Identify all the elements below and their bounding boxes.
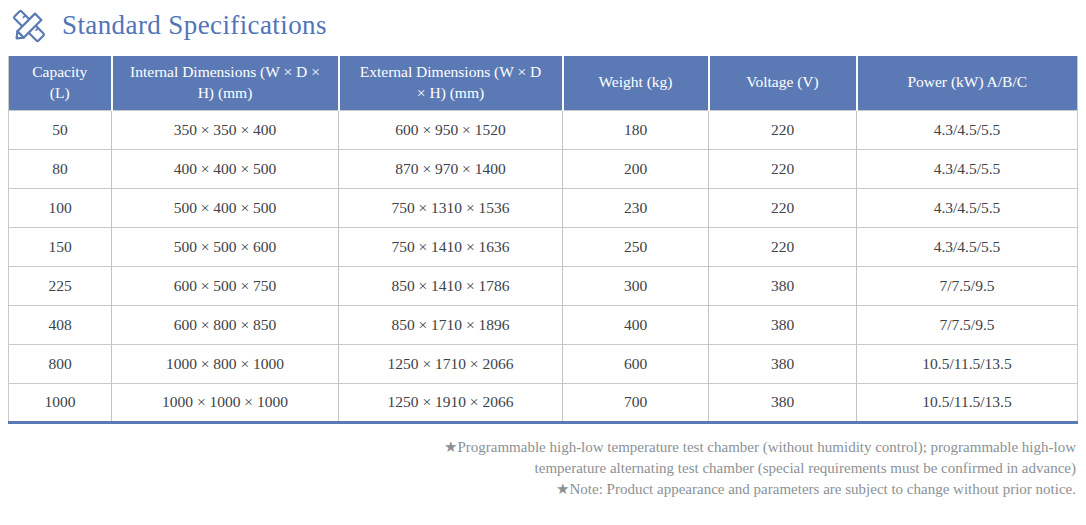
- cell-internal-dimensions: 600 × 500 × 750: [112, 266, 339, 305]
- table-row: 100 500 × 400 × 500 750 × 1310 × 1536 23…: [9, 188, 1078, 227]
- spec-table: Capacity (L) Internal Dimensions (W × D …: [8, 56, 1078, 424]
- cell-external-dimensions: 850 × 1410 × 1786: [339, 266, 563, 305]
- spec-table-body: 50 350 × 350 × 400 600 × 950 × 1520 180 …: [9, 110, 1078, 422]
- cell-weight: 300: [563, 266, 709, 305]
- cell-voltage: 220: [709, 188, 857, 227]
- table-row: 408 600 × 800 × 850 850 × 1710 × 1896 40…: [9, 305, 1078, 344]
- col-header-voltage: Voltage (V): [709, 56, 857, 110]
- cell-capacity: 50: [9, 110, 112, 149]
- cell-voltage: 220: [709, 227, 857, 266]
- spec-table-header: Capacity (L) Internal Dimensions (W × D …: [9, 56, 1078, 110]
- footnote-chamber-types: ★Programmable high-low temperature test …: [374, 437, 1076, 480]
- ruler-pencil-icon: [9, 6, 49, 46]
- cell-power: 10.5/11.5/13.5: [857, 344, 1078, 383]
- table-row: 225 600 × 500 × 750 850 × 1410 × 1786 30…: [9, 266, 1078, 305]
- cell-capacity: 408: [9, 305, 112, 344]
- cell-internal-dimensions: 1000 × 1000 × 1000: [112, 383, 339, 422]
- cell-capacity: 225: [9, 266, 112, 305]
- cell-power: 4.3/4.5/5.5: [857, 110, 1078, 149]
- cell-capacity: 80: [9, 149, 112, 188]
- cell-internal-dimensions: 600 × 800 × 850: [112, 305, 339, 344]
- col-header-capacity: Capacity (L): [9, 56, 112, 110]
- cell-voltage: 380: [709, 266, 857, 305]
- header-row: Capacity (L) Internal Dimensions (W × D …: [9, 56, 1078, 110]
- cell-internal-dimensions: 500 × 500 × 600: [112, 227, 339, 266]
- spec-sheet-page: { "page": { "title": "Standard Specifica…: [0, 0, 1086, 525]
- cell-power: 7/7.5/9.5: [857, 266, 1078, 305]
- section-title-bar: Standard Specifications: [0, 0, 1086, 46]
- cell-external-dimensions: 600 × 950 × 1520: [339, 110, 563, 149]
- cell-capacity: 150: [9, 227, 112, 266]
- col-header-weight: Weight (kg): [563, 56, 709, 110]
- cell-internal-dimensions: 350 × 350 × 400: [112, 110, 339, 149]
- cell-voltage: 380: [709, 383, 857, 422]
- cell-external-dimensions: 850 × 1710 × 1896: [339, 305, 563, 344]
- col-header-power: Power (kW) A/B/C: [857, 56, 1078, 110]
- cell-weight: 200: [563, 149, 709, 188]
- cell-capacity: 100: [9, 188, 112, 227]
- cell-weight: 400: [563, 305, 709, 344]
- cell-power: 7/7.5/9.5: [857, 305, 1078, 344]
- col-header-external-dimensions: External Dimensions (W × D × H) (mm): [339, 56, 563, 110]
- cell-power: 10.5/11.5/13.5: [857, 383, 1078, 422]
- spec-table-container: Capacity (L) Internal Dimensions (W × D …: [8, 56, 1078, 424]
- table-row: 80 400 × 400 × 500 870 × 970 × 1400 200 …: [9, 149, 1078, 188]
- cell-power: 4.3/4.5/5.5: [857, 188, 1078, 227]
- cell-voltage: 380: [709, 305, 857, 344]
- footnotes: ★Programmable high-low temperature test …: [0, 437, 1076, 501]
- table-row: 150 500 × 500 × 600 750 × 1410 × 1636 25…: [9, 227, 1078, 266]
- col-header-internal-dimensions: Internal Dimensions (W × D × H) (mm): [112, 56, 339, 110]
- cell-weight: 180: [563, 110, 709, 149]
- cell-external-dimensions: 750 × 1310 × 1536: [339, 188, 563, 227]
- cell-weight: 250: [563, 227, 709, 266]
- table-row: 800 1000 × 800 × 1000 1250 × 1710 × 2066…: [9, 344, 1078, 383]
- footnote-disclaimer: ★Note: Product appearance and parameters…: [374, 479, 1076, 500]
- cell-external-dimensions: 1250 × 1710 × 2066: [339, 344, 563, 383]
- cell-weight: 700: [563, 383, 709, 422]
- table-row: 1000 1000 × 1000 × 1000 1250 × 1910 × 20…: [9, 383, 1078, 422]
- cell-external-dimensions: 750 × 1410 × 1636: [339, 227, 563, 266]
- cell-internal-dimensions: 400 × 400 × 500: [112, 149, 339, 188]
- page-title: Standard Specifications: [62, 10, 327, 41]
- cell-external-dimensions: 1250 × 1910 × 2066: [339, 383, 563, 422]
- cell-voltage: 220: [709, 110, 857, 149]
- cell-power: 4.3/4.5/5.5: [857, 149, 1078, 188]
- cell-external-dimensions: 870 × 970 × 1400: [339, 149, 563, 188]
- cell-capacity: 1000: [9, 383, 112, 422]
- cell-voltage: 220: [709, 149, 857, 188]
- cell-voltage: 380: [709, 344, 857, 383]
- cell-power: 4.3/4.5/5.5: [857, 227, 1078, 266]
- cell-weight: 600: [563, 344, 709, 383]
- cell-internal-dimensions: 500 × 400 × 500: [112, 188, 339, 227]
- cell-capacity: 800: [9, 344, 112, 383]
- cell-internal-dimensions: 1000 × 800 × 1000: [112, 344, 339, 383]
- table-row: 50 350 × 350 × 400 600 × 950 × 1520 180 …: [9, 110, 1078, 149]
- cell-weight: 230: [563, 188, 709, 227]
